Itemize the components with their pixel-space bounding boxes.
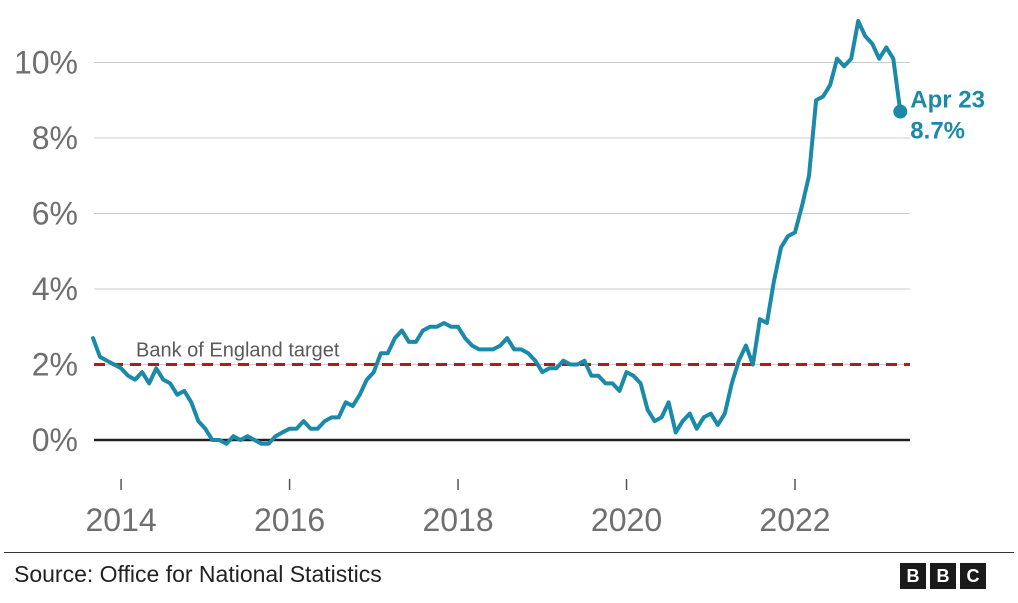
y-tick-label: 2%	[32, 347, 78, 383]
x-tick-label: 2016	[254, 502, 325, 538]
x-tick-label: 2022	[759, 502, 830, 538]
bbc-logo: B B C	[900, 563, 986, 589]
series-layer	[91, 19, 908, 446]
inflation-series-line	[91, 19, 903, 446]
source-note: Source: Office for National Statistics	[14, 561, 382, 587]
endpoint-date-label: Apr 23	[910, 87, 985, 114]
y-axis-tick-labels: 0% 2% 4% 6% 8% 10%	[14, 45, 78, 459]
x-tick-label: 2018	[422, 502, 493, 538]
endpoint-label-layer: Apr 23 8.7%	[910, 87, 985, 145]
latest-value-point	[893, 104, 908, 119]
x-tick-label: 2020	[591, 502, 662, 538]
bbc-logo-block-3: C	[960, 563, 986, 589]
y-tick-label: 10%	[14, 45, 78, 81]
y-tick-label: 8%	[32, 120, 78, 156]
chart-footer: Source: Office for National Statistics B…	[4, 552, 1014, 599]
x-tick-label: 2014	[85, 502, 156, 538]
y-tick-label: 4%	[32, 271, 78, 307]
bbc-logo-block-1: B	[900, 563, 926, 589]
bbc-logo-block-2: B	[930, 563, 956, 589]
x-axis-ticks: 2014 2016 2018 2020 2022	[85, 479, 831, 538]
endpoint-value-label: 8.7%	[910, 118, 965, 145]
gridlines	[94, 62, 910, 290]
target-line-label: Bank of England target	[136, 340, 340, 362]
y-tick-label: 0%	[32, 422, 78, 458]
target-reference-line: Bank of England target	[94, 340, 910, 366]
y-tick-label: 6%	[32, 196, 78, 232]
